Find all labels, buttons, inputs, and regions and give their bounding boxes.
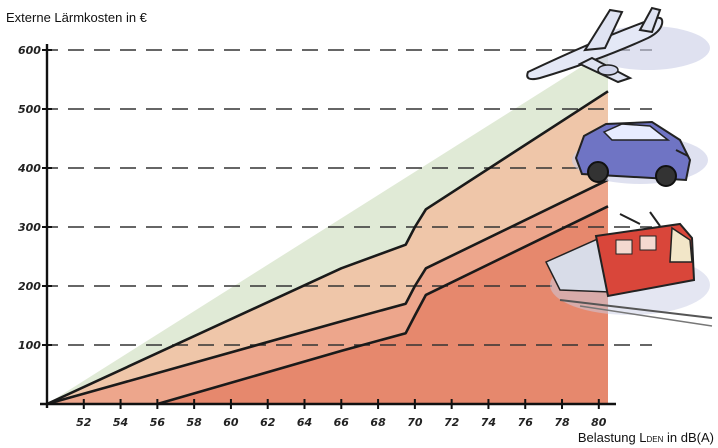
x-axis-title: Belastung LDEN in dB(A) bbox=[578, 430, 714, 445]
chart-series-lines bbox=[46, 90, 609, 406]
x-tick-label: 56 bbox=[150, 416, 166, 429]
x-tick-label: 76 bbox=[518, 416, 534, 429]
x-tick-label: 66 bbox=[334, 416, 350, 429]
x-axis-title-suffix: in dB(A) bbox=[663, 430, 714, 445]
y-tick-label: 400 bbox=[17, 162, 41, 175]
series-line-2 bbox=[46, 178, 609, 406]
y-tick-label: 200 bbox=[18, 280, 41, 293]
chart-icons bbox=[526, 6, 713, 327]
x-tick-label: 58 bbox=[186, 416, 202, 429]
x-tick-label: 74 bbox=[481, 416, 496, 429]
x-tick-label: 64 bbox=[297, 416, 312, 429]
y-tick-label: 600 bbox=[18, 44, 41, 57]
x-tick-label: 54 bbox=[113, 416, 128, 429]
chart-axes: 100 200 300 400 500 600 52 54 56 58 60 62 64 66 68 70 72… bbox=[17, 44, 616, 429]
train-icon bbox=[544, 211, 713, 327]
x-tick-label: 78 bbox=[554, 416, 570, 429]
chart-areas bbox=[47, 50, 608, 405]
x-tick-label: 60 bbox=[223, 416, 239, 429]
y-tick-label: 100 bbox=[18, 339, 41, 352]
x-axis-title-subscript: DEN bbox=[646, 435, 664, 444]
series-line-3 bbox=[157, 205, 609, 406]
x-tick-label: 68 bbox=[370, 416, 386, 429]
x-tick-label: 52 bbox=[76, 416, 92, 429]
y-axis-title: Externe Lärmkosten in € bbox=[6, 10, 147, 25]
x-tick-label: 80 bbox=[591, 416, 607, 429]
x-tick-label: 62 bbox=[260, 416, 276, 429]
series-area-3 bbox=[157, 206, 608, 404]
x-tick-label: 72 bbox=[444, 416, 460, 429]
y-tick-label: 300 bbox=[18, 221, 41, 234]
x-axis-title-prefix: Belastung L bbox=[577, 430, 647, 445]
series-line-1 bbox=[46, 90, 609, 406]
airplane-icon bbox=[526, 6, 710, 84]
y-tick-label: 500 bbox=[18, 103, 41, 116]
x-tick-label: 70 bbox=[407, 416, 423, 429]
car-icon bbox=[572, 120, 708, 187]
